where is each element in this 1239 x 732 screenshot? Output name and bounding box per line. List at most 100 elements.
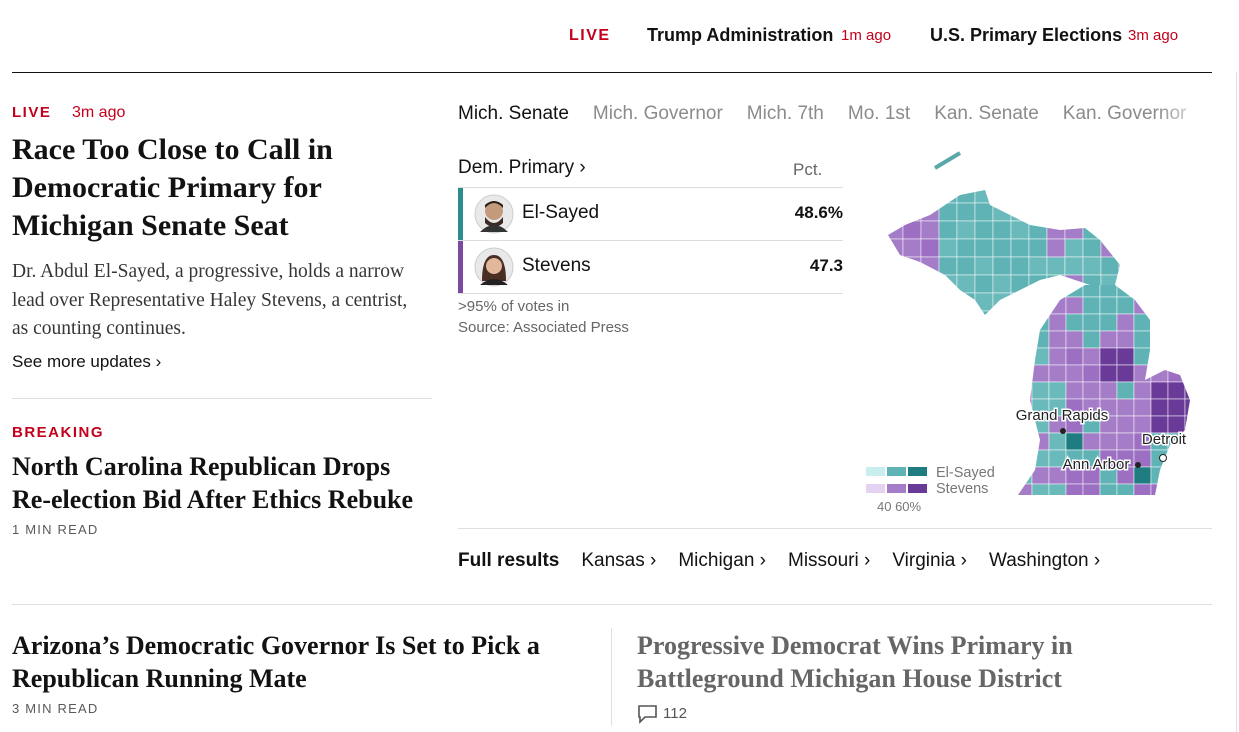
county — [992, 274, 1012, 294]
county — [1133, 466, 1152, 485]
comment-count[interactable]: 112 — [663, 705, 687, 722]
county — [1065, 381, 1084, 400]
county — [1048, 432, 1067, 451]
divider — [12, 398, 432, 399]
county — [920, 220, 940, 240]
county — [1082, 238, 1102, 258]
candidate-name: Stevens — [522, 255, 591, 276]
state-link[interactable]: Michigan › — [678, 550, 766, 571]
county — [1116, 381, 1135, 400]
county — [1133, 313, 1152, 332]
county — [1118, 202, 1120, 222]
county — [1082, 313, 1101, 332]
county — [1116, 483, 1135, 495]
read-time: 1 MIN READ — [12, 522, 99, 537]
county — [1184, 313, 1190, 332]
county — [1116, 330, 1135, 349]
county — [1065, 364, 1084, 383]
county — [1046, 220, 1066, 240]
county — [992, 190, 1012, 204]
county — [888, 202, 904, 222]
county — [888, 292, 904, 312]
county — [1046, 274, 1066, 294]
county — [1100, 238, 1120, 258]
comment-icon[interactable] — [637, 704, 659, 724]
county — [1031, 330, 1050, 349]
county — [1082, 381, 1101, 400]
county — [1048, 285, 1067, 298]
island — [933, 151, 962, 170]
candidate-color — [458, 188, 463, 240]
headline[interactable]: Race Too Close to Call in Democratic Pri… — [12, 133, 333, 242]
county — [1100, 190, 1120, 204]
county — [1048, 313, 1067, 332]
county — [1133, 330, 1152, 349]
candidate-photo — [474, 194, 514, 234]
county — [1028, 238, 1048, 258]
tab[interactable]: Mich. Senate — [458, 103, 569, 125]
county — [956, 292, 976, 312]
county — [902, 238, 922, 258]
nav-link[interactable]: Trump Administration — [647, 25, 834, 45]
county — [1184, 449, 1190, 468]
county — [1150, 398, 1169, 417]
county — [1099, 364, 1118, 383]
candidate-row: Stevens 47.3 — [458, 240, 843, 294]
county — [1082, 483, 1101, 495]
state-link[interactable]: Virginia › — [892, 550, 967, 571]
county — [1018, 381, 1033, 400]
pct-header: Pct. — [793, 160, 823, 179]
state-link[interactable]: Kansas › — [581, 550, 657, 571]
county — [888, 256, 904, 276]
tab[interactable]: Kan. Governor — [1062, 103, 1187, 124]
tab[interactable]: Mich. Governor — [592, 103, 723, 124]
state-link[interactable]: Washington › — [988, 550, 1101, 571]
tab[interactable]: Kan. Senate — [934, 103, 1039, 124]
county — [974, 256, 994, 276]
county — [1133, 347, 1152, 366]
county — [956, 310, 976, 315]
county — [1065, 285, 1084, 298]
county — [920, 292, 940, 312]
map-legend: El-Sayed Stevens 40 60% — [866, 465, 995, 514]
county — [1046, 202, 1066, 222]
county — [1018, 449, 1033, 468]
headline[interactable]: Progressive Democrat Wins Primary in Bat… — [637, 631, 1073, 693]
county — [1048, 347, 1067, 366]
county — [888, 220, 904, 240]
divider — [458, 528, 1212, 529]
county — [920, 310, 940, 315]
county — [1150, 330, 1169, 349]
state-link[interactable]: Missouri › — [788, 550, 871, 571]
county — [1028, 274, 1048, 294]
county — [1010, 292, 1030, 312]
county — [938, 256, 958, 276]
county — [1031, 364, 1050, 383]
legend-scale: 40 60% — [877, 499, 922, 514]
county — [1118, 238, 1120, 258]
county — [1028, 256, 1048, 276]
county — [938, 190, 958, 204]
tab[interactable]: Mich. 7th — [746, 103, 824, 124]
county — [1031, 483, 1050, 495]
city-dot — [1135, 462, 1141, 468]
county — [1018, 364, 1033, 383]
headline[interactable]: Arizona’s Democratic Governor Is Set to … — [12, 631, 540, 693]
county — [1065, 347, 1084, 366]
more-link[interactable]: See more updates › — [12, 352, 162, 371]
county — [1048, 381, 1067, 400]
county — [1082, 220, 1102, 240]
county — [1167, 483, 1186, 495]
tab[interactable]: Mo. 1st — [847, 103, 911, 124]
county-map: Grand Rapids Detroit Ann Arbor El-Sayed … — [866, 151, 1190, 514]
headline[interactable]: North Carolina Republican Drops Re-elect… — [12, 452, 414, 514]
county — [974, 292, 994, 312]
county — [938, 292, 958, 312]
story-time: 3m ago — [72, 104, 126, 121]
county — [1184, 285, 1190, 298]
nav-link[interactable]: U.S. Primary Elections — [930, 25, 1123, 45]
legend-label: El-Sayed — [936, 465, 995, 481]
race-link[interactable]: Dem. Primary › — [458, 157, 586, 178]
